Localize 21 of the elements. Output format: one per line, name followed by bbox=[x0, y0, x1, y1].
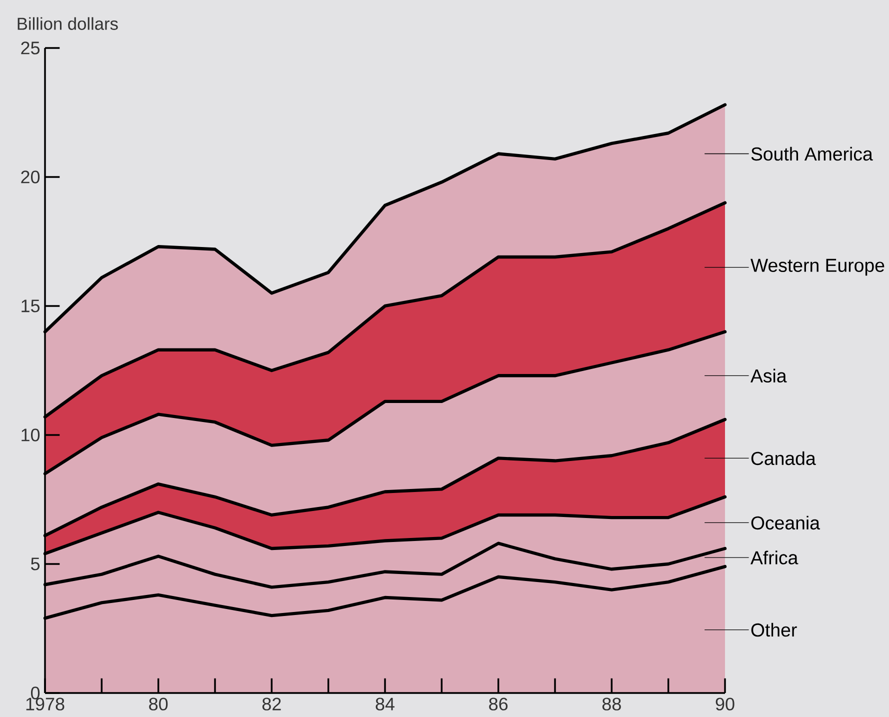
y-tick-label: 25 bbox=[21, 42, 40, 54]
y-tick-label: 10 bbox=[22, 428, 40, 442]
y-tick-label: 5 bbox=[30, 558, 40, 570]
x-tick-label: 90 bbox=[716, 698, 734, 710]
y-tick-label: 0 bbox=[30, 686, 40, 700]
x-tick-label: 88 bbox=[602, 698, 621, 710]
y-tick-label: 15 bbox=[22, 300, 40, 312]
legend-label: Africa bbox=[750, 550, 798, 564]
legend-label: Canada bbox=[751, 451, 816, 466]
legend-label: Other bbox=[751, 622, 797, 637]
legend-label: South America bbox=[751, 146, 873, 161]
x-tick-label: 80 bbox=[149, 698, 168, 710]
y-axis-title: Billion dollars bbox=[18, 17, 118, 30]
legend-label: Western Europe bbox=[750, 258, 884, 276]
legend-label: Oceania bbox=[751, 516, 820, 530]
y-tick-label: 20 bbox=[21, 170, 40, 184]
x-tick-label: 82 bbox=[262, 698, 281, 710]
x-tick-label: 86 bbox=[489, 698, 508, 710]
x-tick-label: 84 bbox=[376, 698, 394, 710]
x-tick-label: 1978 bbox=[26, 698, 64, 710]
legend-label: Asia bbox=[750, 368, 787, 383]
